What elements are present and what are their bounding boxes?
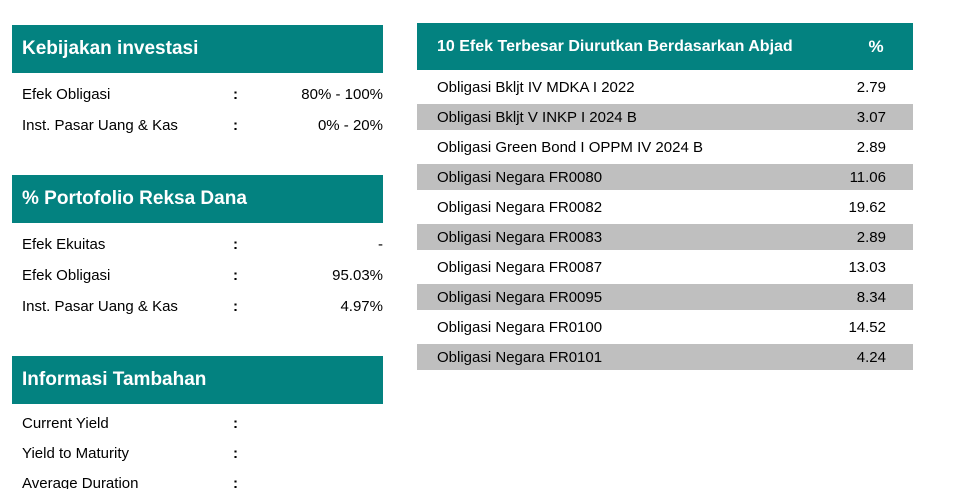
info-label: Average Duration <box>22 474 139 489</box>
info-separator: : <box>233 474 238 489</box>
info-label: Current Yield <box>22 414 109 432</box>
security-weight: 11.06 <box>849 168 886 186</box>
info-label: Inst. Pasar Uang & Kas <box>22 117 178 134</box>
info-separator: : <box>233 267 238 284</box>
table-row: Obligasi Negara FR0087 13.03 <box>417 252 913 282</box>
section-title: % Portofolio Reksa Dana <box>22 188 247 209</box>
info-label: Efek Obligasi <box>22 86 111 103</box>
info-label: Yield to Maturity <box>22 444 129 462</box>
table-row: Obligasi Negara FR0101 4.24 <box>417 342 913 372</box>
security-name: Obligasi Negara FR0082 <box>437 198 603 216</box>
table-row: Obligasi Negara FR0095 8.34 <box>417 282 913 312</box>
section-title: Informasi Tambahan <box>22 369 207 390</box>
info-row: Current Yield : <box>12 408 383 438</box>
percent-column-header: % <box>868 36 884 56</box>
info-label: Inst. Pasar Uang & Kas <box>22 298 178 315</box>
section-title: Kebijakan investasi <box>22 38 199 59</box>
security-weight: 3.07 <box>856 108 886 126</box>
table-row: Obligasi Negara FR0100 14.52 <box>417 312 913 342</box>
section-header-bar: Kebijakan investasi <box>12 25 383 73</box>
info-row: Inst. Pasar Uang & Kas : 0% - 20% <box>12 110 383 141</box>
info-separator: : <box>233 414 238 432</box>
table-header-bar: 10 Efek Terbesar Diurutkan Berdasarkan A… <box>417 23 913 70</box>
info-row: Average Duration : <box>12 468 383 489</box>
info-row: Efek Obligasi : 95.03% <box>12 260 383 291</box>
section-header-bar: % Portofolio Reksa Dana <box>12 175 383 223</box>
section-rows: Current Yield : Yield to Maturity : Aver… <box>12 408 383 489</box>
security-name: Obligasi Negara FR0100 <box>437 318 603 336</box>
table-row: Obligasi Negara FR0080 11.06 <box>417 162 913 192</box>
security-weight: 4.24 <box>856 348 886 366</box>
security-weight: 2.79 <box>856 78 886 96</box>
info-value: 95.03% <box>332 267 383 284</box>
info-value: - <box>378 236 383 253</box>
security-weight: 14.52 <box>848 318 886 336</box>
section-kebijakan-investasi: Kebijakan investasi Efek Obligasi : 80% … <box>12 25 383 141</box>
info-row: Yield to Maturity : <box>12 438 383 468</box>
security-weight: 13.03 <box>848 258 886 276</box>
info-separator: : <box>233 236 238 253</box>
table-row: Obligasi Green Bond I OPPM IV 2024 B 2.8… <box>417 132 913 162</box>
security-name: Obligasi Negara FR0080 <box>437 168 603 186</box>
table-row: Obligasi Bkljt IV MDKA I 2022 2.79 <box>417 72 913 102</box>
section-rows: Efek Ekuitas : - Efek Obligasi : 95.03% … <box>12 229 383 322</box>
info-row: Efek Ekuitas : - <box>12 229 383 260</box>
security-weight: 8.34 <box>856 288 886 306</box>
security-name: Obligasi Negara FR0083 <box>437 228 603 246</box>
table-row: Obligasi Negara FR0082 19.62 <box>417 192 913 222</box>
info-value: 4.97% <box>340 298 383 315</box>
table-title: 10 Efek Terbesar Diurutkan Berdasarkan A… <box>437 37 793 55</box>
info-value: 0% - 20% <box>317 117 383 134</box>
table-row: Obligasi Bkljt V INKP I 2024 B 3.07 <box>417 102 913 132</box>
info-row: Inst. Pasar Uang & Kas : 4.97% <box>12 291 383 322</box>
fund-info-panel: Kebijakan investasi Efek Obligasi : 80% … <box>12 25 383 489</box>
info-row: Efek Obligasi : 80% - 100% <box>12 79 383 110</box>
security-name: Obligasi Negara FR0087 <box>437 258 603 276</box>
security-name: Obligasi Bkljt IV MDKA I 2022 <box>437 78 635 96</box>
section-rows: Efek Obligasi : 80% - 100% Inst. Pasar U… <box>12 79 383 141</box>
info-separator: : <box>233 117 238 134</box>
security-name: Obligasi Bkljt V INKP I 2024 B <box>437 108 637 126</box>
info-separator: : <box>233 86 238 103</box>
section-portofolio-reksa-dana: % Portofolio Reksa Dana Efek Ekuitas : -… <box>12 175 383 322</box>
security-name: Obligasi Negara FR0101 <box>437 348 603 366</box>
info-separator: : <box>233 298 238 315</box>
security-name: Obligasi Green Bond I OPPM IV 2024 B <box>437 138 703 156</box>
info-label: Efek Ekuitas <box>22 236 106 253</box>
security-weight: 19.62 <box>848 198 886 216</box>
section-informasi-tambahan: Informasi Tambahan Current Yield : Yield… <box>12 356 383 489</box>
info-separator: : <box>233 444 238 462</box>
info-label: Efek Obligasi <box>22 267 111 284</box>
security-name: Obligasi Negara FR0095 <box>437 288 603 306</box>
security-weight: 2.89 <box>856 228 886 246</box>
info-value: 80% - 100% <box>301 86 383 103</box>
section-header-bar: Informasi Tambahan <box>12 356 383 404</box>
top-holdings-table: 10 Efek Terbesar Diurutkan Berdasarkan A… <box>417 23 913 372</box>
security-weight: 2.89 <box>856 138 886 156</box>
table-row: Obligasi Negara FR0083 2.89 <box>417 222 913 252</box>
